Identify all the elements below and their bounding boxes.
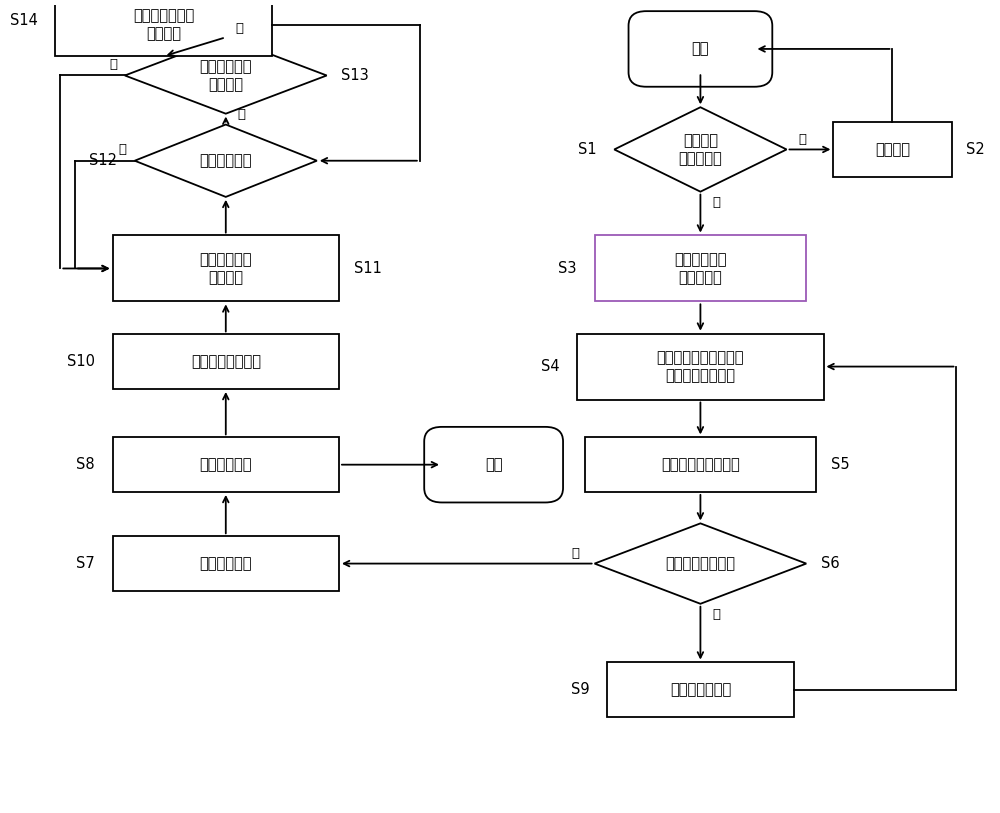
Bar [833, 122, 952, 176]
Text: S5: S5 [831, 457, 850, 472]
Text: 是: 是 [712, 196, 720, 209]
Polygon shape [125, 37, 327, 114]
Bar [113, 537, 339, 591]
Text: S3: S3 [558, 261, 577, 276]
FancyBboxPatch shape [424, 427, 563, 502]
Text: 执行下一融雪段
融雪作业: 执行下一融雪段 融雪作业 [133, 9, 194, 41]
Text: S11: S11 [354, 261, 382, 276]
Text: 判断融雪效果: 判断融雪效果 [200, 153, 252, 168]
Text: S1: S1 [578, 142, 597, 157]
Text: 分析检测结果: 分析检测结果 [200, 556, 252, 571]
Bar [577, 333, 824, 399]
Bar [55, 0, 272, 56]
Text: S13: S13 [341, 68, 369, 83]
Text: 准备执行融雪作业: 准备执行融雪作业 [191, 354, 261, 369]
Text: S7: S7 [76, 556, 95, 571]
Text: 是: 是 [238, 108, 246, 121]
Text: 执行当前线路
融雪作业: 执行当前线路 融雪作业 [200, 252, 252, 285]
Text: S6: S6 [821, 556, 840, 571]
Text: S8: S8 [76, 457, 95, 472]
Text: 发出预警信息: 发出预警信息 [200, 457, 252, 472]
Text: 计算检测段电能损耗: 计算检测段电能损耗 [661, 457, 740, 472]
Text: 系统空闲: 系统空闲 [875, 142, 910, 157]
Text: 等待用户指定
待检测线路: 等待用户指定 待检测线路 [674, 252, 727, 285]
Polygon shape [135, 124, 317, 197]
Text: 检测下一供电段: 检测下一供电段 [670, 682, 731, 698]
Text: 是: 是 [572, 546, 580, 559]
Text: S10: S10 [67, 354, 95, 369]
Text: 是: 是 [109, 58, 117, 71]
Text: 否: 否 [236, 22, 244, 35]
Text: 无线能量输送，开通起
始检测段电力供应: 无线能量输送，开通起 始检测段电力供应 [657, 350, 744, 383]
Text: S14: S14 [10, 13, 38, 28]
Text: 否: 否 [119, 143, 127, 156]
Text: S12: S12 [89, 153, 117, 168]
Text: 结束: 结束 [485, 457, 502, 472]
Text: S2: S2 [966, 142, 985, 157]
Bar [113, 236, 339, 302]
Text: S4: S4 [541, 359, 560, 374]
Text: 是否启动
分段检测？: 是否启动 分段检测？ [679, 133, 722, 166]
Bar [607, 663, 794, 717]
FancyBboxPatch shape [629, 11, 772, 87]
Text: 开始: 开始 [692, 41, 709, 56]
Text: 否: 否 [712, 608, 720, 621]
Bar [585, 437, 816, 492]
Text: 判断是否完成
融雪作业: 判断是否完成 融雪作业 [200, 59, 252, 92]
Bar [113, 334, 339, 389]
Bar [113, 437, 339, 492]
Text: 判断是否完成检测: 判断是否完成检测 [665, 556, 735, 571]
Polygon shape [614, 107, 787, 192]
Text: 否: 否 [798, 133, 806, 146]
Polygon shape [595, 524, 806, 604]
Bar [595, 236, 806, 302]
Text: S9: S9 [571, 682, 589, 698]
